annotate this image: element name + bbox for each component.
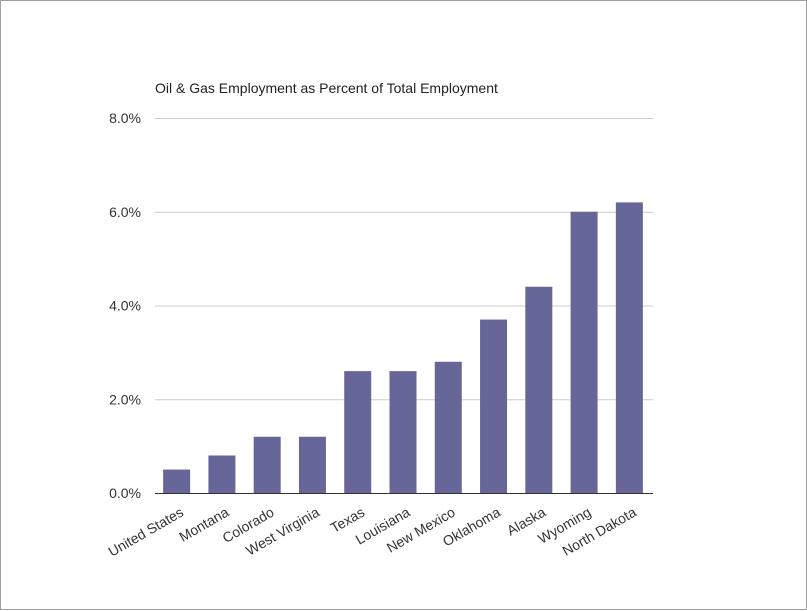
bar [480, 319, 508, 493]
y-tick-label: 2.0% [109, 391, 141, 407]
bar [163, 469, 191, 493]
y-axis-ticks: 0.0% 2.0% 4.0% 6.0% 8.0% [109, 110, 141, 501]
bar [253, 436, 281, 493]
bar [344, 371, 372, 493]
x-category-label: United States [105, 504, 186, 560]
bar [525, 286, 553, 493]
y-tick-label: 8.0% [109, 110, 141, 126]
bars [163, 202, 643, 493]
y-tick-label: 4.0% [109, 298, 141, 314]
bar [570, 211, 598, 493]
bar [208, 455, 236, 493]
y-tick-label: 6.0% [109, 204, 141, 220]
chart-title: Oil & Gas Employment as Percent of Total… [155, 80, 498, 96]
bar [434, 361, 462, 493]
bar [389, 371, 417, 493]
y-tick-label: 0.0% [109, 485, 141, 501]
bar [298, 436, 326, 493]
bar [615, 202, 643, 493]
